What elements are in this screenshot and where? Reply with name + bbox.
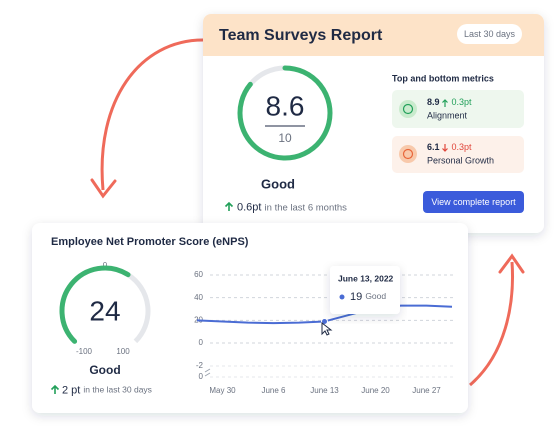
gauge-max: 100 [116, 347, 130, 356]
x-tick-label: June 27 [412, 386, 441, 395]
enps-card: Employee Net Promoter Score (eNPS) 0 24 … [32, 223, 468, 413]
button-label[interactable]: View complete report [431, 197, 516, 207]
score: 8.6 [266, 90, 305, 121]
tooltip-line: 19 Good [350, 291, 386, 303]
x-tick-label: June 6 [261, 386, 286, 395]
metrics-heading: Top and bottom metrics [392, 73, 494, 83]
gauge-min: -100 [76, 347, 93, 356]
metric-box [392, 136, 524, 173]
metric-score: 8.9 [427, 97, 440, 107]
arrow-head [90, 178, 117, 199]
x-tick-label: May 30 [209, 386, 236, 395]
period-badge [457, 24, 522, 44]
tooltip-value: 19 [350, 291, 362, 303]
report-card: Team Surveys Report Last 30 days 8.6 10 … [203, 14, 544, 233]
axis-break [204, 368, 211, 377]
metric-name: Personal Growth [427, 155, 494, 165]
gauge-track [248, 65, 286, 86]
tooltip-dot [339, 294, 345, 300]
y-tick-label: -2 [196, 361, 204, 370]
metric-icon [402, 103, 414, 115]
change-line: 2 pt in the last 30 days [62, 384, 152, 396]
arrow-head [498, 253, 525, 274]
change: 0.6pt [237, 201, 261, 213]
metric-name: Alignment [427, 110, 468, 120]
period: Last 30 days [464, 29, 516, 39]
y-tick-label: 40 [194, 293, 203, 302]
metric-delta: 0.3pt [452, 142, 473, 152]
tooltip [330, 266, 400, 314]
y-tick-label: 0 [199, 338, 204, 347]
change-line: 0.6pt in the last 6 months [237, 201, 347, 213]
up-arrow [224, 201, 234, 211]
metric-icon [402, 148, 414, 160]
x-tick-label: June 20 [361, 386, 390, 395]
tooltip-date: June 13, 2022 [338, 273, 394, 283]
rating: Good [261, 176, 295, 191]
tooltip-label: Good [365, 291, 386, 301]
metric-line: 6.1 0.3pt [427, 142, 472, 152]
report-title: Team Surveys Report [219, 27, 383, 44]
enps-value: 24 [89, 295, 120, 326]
gauge-arc [59, 265, 131, 344]
change-text: in the last 30 days [83, 385, 152, 395]
change-text: in the last 6 months [265, 202, 348, 213]
up-arrow [50, 384, 60, 394]
gauge-arc [237, 65, 333, 161]
up-arrow [442, 99, 448, 107]
enps-title: Employee Net Promoter Score (eNPS) [51, 236, 249, 248]
metric-icon [399, 100, 417, 118]
y-tick-label: 0 [199, 372, 204, 381]
arrow [100, 38, 204, 191]
report-button[interactable] [423, 191, 524, 213]
y-tick-label: 60 [194, 270, 203, 279]
metric-delta: 0.3pt [452, 97, 473, 107]
metric-icon [399, 145, 417, 163]
score-max: 10 [278, 131, 292, 145]
card-header [203, 14, 544, 56]
metric-line: 8.9 0.3pt [427, 97, 472, 107]
change: 2 pt [62, 384, 80, 396]
rating: Good [89, 363, 120, 377]
arrow [469, 261, 514, 387]
metric-score: 6.1 [427, 142, 440, 152]
cursor [321, 321, 333, 336]
down-arrow [442, 144, 448, 152]
gauge-track [126, 272, 151, 344]
metric-box [392, 90, 524, 128]
x-tick-label: June 13 [310, 386, 339, 395]
